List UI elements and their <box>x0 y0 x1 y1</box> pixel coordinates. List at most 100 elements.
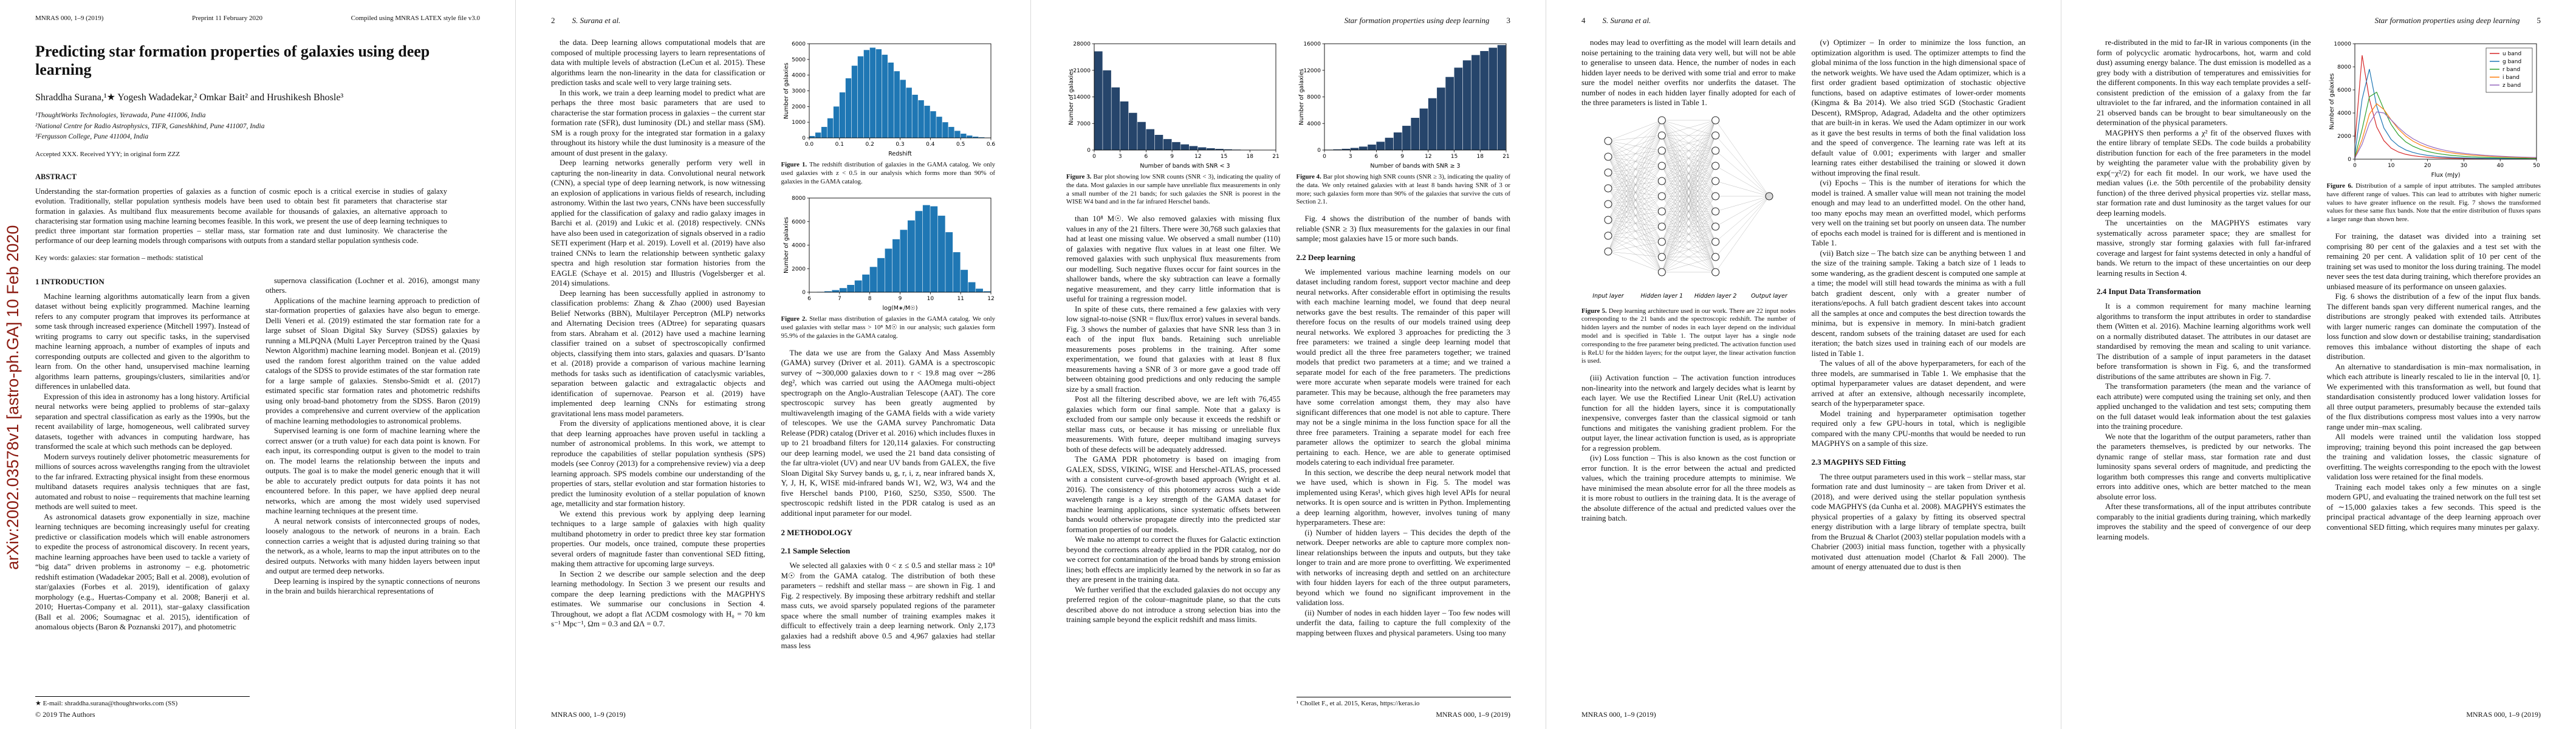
arxiv-stamp: arXiv:2002.03578v1 [astro-ph.GA] 10 Feb … <box>4 225 22 570</box>
svg-text:21: 21 <box>1272 154 1279 160</box>
svg-text:10: 10 <box>927 296 934 302</box>
figure-6: 0 10 20 30 40 50 0 2000 4000 6000 8000 10000 Flux (m… <box>2327 39 2541 224</box>
page2-left-paragraphs: the data. Deep learning allows computati… <box>551 38 766 629</box>
paragraph: Supervised learning is one form of machi… <box>265 426 480 516</box>
svg-text:7000: 7000 <box>1077 121 1091 127</box>
page3-right-paragraphs: We implemented various machine learning … <box>1297 267 1511 638</box>
page-4: 4 S. Surana et al. nodes may lead to ove… <box>1546 0 2061 729</box>
svg-text:0: 0 <box>1323 154 1326 160</box>
high-snr-bar-chart: 0 3 6 9 12 15 18 21 0 4000 8000 12000 16000 Number of… <box>1297 39 1511 169</box>
paragraph: (ii) Number of nodes in each hidden laye… <box>1296 608 1511 637</box>
keras-footnote[interactable]: ¹ Chollet F., et al. 2015, Keras, https:… <box>1297 697 1511 707</box>
section-heading-sample-selection: 2.1 Sample Selection <box>781 546 851 556</box>
svg-text:28000: 28000 <box>1073 41 1091 47</box>
svg-text:Flux (mJy): Flux (mJy) <box>2431 172 2460 179</box>
page1-header: MNRAS 000, 1–9 (2019) Preprint 11 Februa… <box>0 0 515 22</box>
low-snr-bar-chart: 0 3 6 9 12 15 18 21 0 7000 14000 21000 28000 Number o… <box>1066 39 1281 169</box>
paragraph: From the diversity of applications menti… <box>551 419 766 508</box>
page4-left-column: nodes may lead to overfitting as the mod… <box>1581 38 1796 691</box>
page5-left-tail-paragraphs: It is a common requirement for many mach… <box>2097 301 2311 542</box>
svg-text:18: 18 <box>1247 154 1254 160</box>
figure-2-caption-text: Stellar mass distribution of galaxies in… <box>781 315 996 340</box>
svg-text:Number of galaxies: Number of galaxies <box>2329 74 2335 130</box>
figure-4-caption: Figure 4. Bar plot showing high SNR coun… <box>1297 173 1511 207</box>
svg-text:50: 50 <box>2533 163 2540 169</box>
svg-text:0.2: 0.2 <box>865 142 874 148</box>
paragraph: re-distributed in the mid to far-IR in v… <box>2097 38 2311 127</box>
paragraph: ³Fergusson College, Pune 411004, India <box>35 132 149 140</box>
paragraph: the data. Deep learning allows computati… <box>551 38 766 87</box>
paragraph: ¹ThoughtWorks Technologies, Yerawada, Pu… <box>35 112 206 120</box>
paragraph: (iii) Activation function – The activati… <box>1581 373 1796 453</box>
page-3: Star formation properties using deep lea… <box>1030 0 1546 729</box>
page4-columns: nodes may lead to overfitting as the mod… <box>1546 38 2061 691</box>
page4-footer: MNRAS 000, 1–9 (2019) <box>1581 710 1656 719</box>
page3-right-column: 0 3 6 9 12 15 18 21 0 4000 8000 12000 16000 Number of… <box>1297 38 1511 691</box>
svg-text:8000: 8000 <box>1307 95 1321 101</box>
email-footnote[interactable]: ★ E-mail: shraddha.surana@thoughtworks.c… <box>35 696 250 707</box>
svg-text:Hidden layer 2: Hidden layer 2 <box>1694 293 1737 299</box>
page3-right-pre-paragraphs: Fig. 4 shows the distribution of the num… <box>1297 214 1511 244</box>
figure-1-caption: Figure 1. The redshift distribution of g… <box>781 161 996 186</box>
running-author: S. Surana et al. <box>572 16 621 25</box>
paragraph: Training each model takes only a few min… <box>2326 482 2541 532</box>
page-2: 2 S. Surana et al. the data. Deep learni… <box>515 0 1030 729</box>
page2-columns: the data. Deep learning allows computati… <box>516 38 1030 691</box>
svg-text:9: 9 <box>1170 154 1174 160</box>
svg-text:12: 12 <box>1425 154 1431 160</box>
page4-left-after-paragraphs: (iii) Activation function – The activati… <box>1581 373 1796 524</box>
paragraph: Applications of the machine learning app… <box>265 295 480 425</box>
figure-5-caption-text: Deep learning architecture used in our w… <box>1581 307 1796 365</box>
paragraph: The three output parameters used in this… <box>1811 471 2026 572</box>
paragraph: than 10⁸ M☉. We also removed galaxies wi… <box>1066 214 1281 304</box>
svg-text:12: 12 <box>987 296 994 302</box>
page1-footer: © 2019 The Authors <box>35 710 95 719</box>
page2-right-column: 0.0 0.1 0.2 0.3 0.4 0.5 0.6 0 1000 2000 3000 4000 50… <box>781 38 996 691</box>
svg-text:4000: 4000 <box>2337 111 2351 117</box>
svg-text:30: 30 <box>2460 163 2467 169</box>
paragraph: Modern surveys routinely deliver photome… <box>35 451 250 512</box>
page5-right-paragraphs: For training, the dataset was divided in… <box>2327 231 2541 532</box>
svg-text:0.0: 0.0 <box>804 142 814 148</box>
author-list: Shraddha Surana,¹★ Yogesh Wadadekar,² Om… <box>35 92 344 103</box>
paragraph: We implemented various machine learning … <box>1296 267 1511 467</box>
figure-4: 0 3 6 9 12 15 18 21 0 4000 8000 12000 16000 Number of… <box>1297 39 1511 207</box>
page-number: 4 <box>1581 16 1586 25</box>
svg-text:2000: 2000 <box>792 267 806 273</box>
paragraph: We selected all galaxies with 0 < z ≤ 0.… <box>781 561 996 651</box>
paragraph: Deep learning networks generally perform… <box>551 158 766 287</box>
svg-text:Number of galaxies: Number of galaxies <box>783 63 790 119</box>
page5-left-paragraphs: re-distributed in the mid to far-IR in v… <box>2097 38 2311 278</box>
svg-text:Output layer: Output layer <box>1751 293 1788 299</box>
svg-text:15: 15 <box>1221 154 1227 160</box>
svg-text:0.5: 0.5 <box>956 142 965 148</box>
figure-4-label: Figure 4. <box>1296 173 1321 180</box>
svg-text:0: 0 <box>1317 148 1321 154</box>
svg-text:u band: u band <box>2502 51 2521 57</box>
svg-text:0.6: 0.6 <box>986 142 995 148</box>
svg-text:15: 15 <box>1450 154 1457 160</box>
paragraph: Deep learning has been successfully appl… <box>551 288 766 418</box>
running-title: Star formation properties using deep lea… <box>2374 16 2520 25</box>
svg-text:12: 12 <box>1194 154 1201 160</box>
svg-text:6: 6 <box>807 296 811 302</box>
section-heading-input-transformation: 2.4 Input Data Transformation <box>2097 287 2201 296</box>
svg-text:40: 40 <box>2496 163 2504 169</box>
figure-1-caption-text: The redshift distribution of galaxies in… <box>781 161 996 185</box>
paragraph: An alternative to standardisation is min… <box>2326 361 2541 431</box>
figure-3: 0 3 6 9 12 15 18 21 0 7000 14000 21000 28000 Number o… <box>1066 39 1281 207</box>
paragraph: nodes may lead to overfitting as the mod… <box>1581 38 1796 107</box>
svg-text:11: 11 <box>957 296 964 302</box>
paragraph: Fig. 4 shows the distribution of the num… <box>1296 214 1511 244</box>
figure-5: Input layer Hidden layer 1 Hidden layer 2 O… <box>1581 109 1796 366</box>
page5-right-column: 0 10 20 30 40 50 0 2000 4000 6000 8000 10000 Flux (m… <box>2327 38 2541 691</box>
svg-text:6000: 6000 <box>792 41 806 47</box>
svg-text:Number of bands with SNR < 3: Number of bands with SNR < 3 <box>1140 163 1230 169</box>
figure-5-caption: Figure 5. Deep learning architecture use… <box>1581 307 1796 366</box>
svg-text:12000: 12000 <box>1303 68 1321 74</box>
svg-text:i band: i band <box>2502 75 2519 81</box>
input-attribute-distribution-chart: 0 10 20 30 40 50 0 2000 4000 6000 8000 10000 Flux (m… <box>2327 39 2541 179</box>
svg-text:6: 6 <box>1145 154 1148 160</box>
page4-left-top-paragraphs: nodes may lead to overfitting as the mod… <box>1581 38 1796 108</box>
